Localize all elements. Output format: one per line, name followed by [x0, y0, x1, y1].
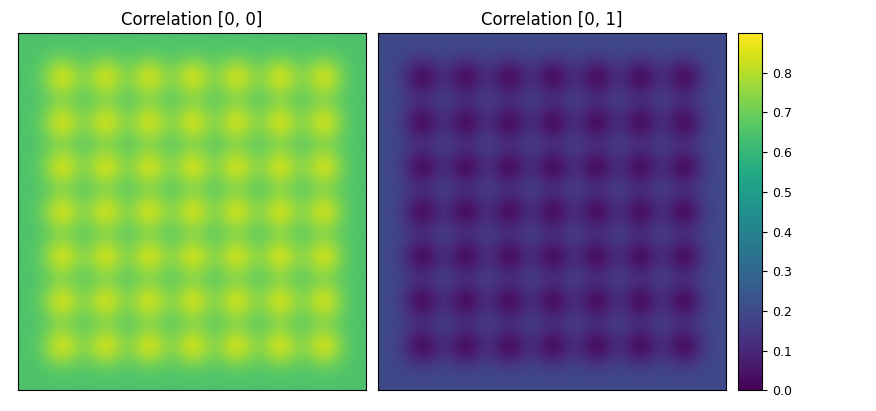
Title: Correlation [0, 0]: Correlation [0, 0] [121, 11, 262, 28]
Title: Correlation [0, 1]: Correlation [0, 1] [481, 11, 623, 28]
